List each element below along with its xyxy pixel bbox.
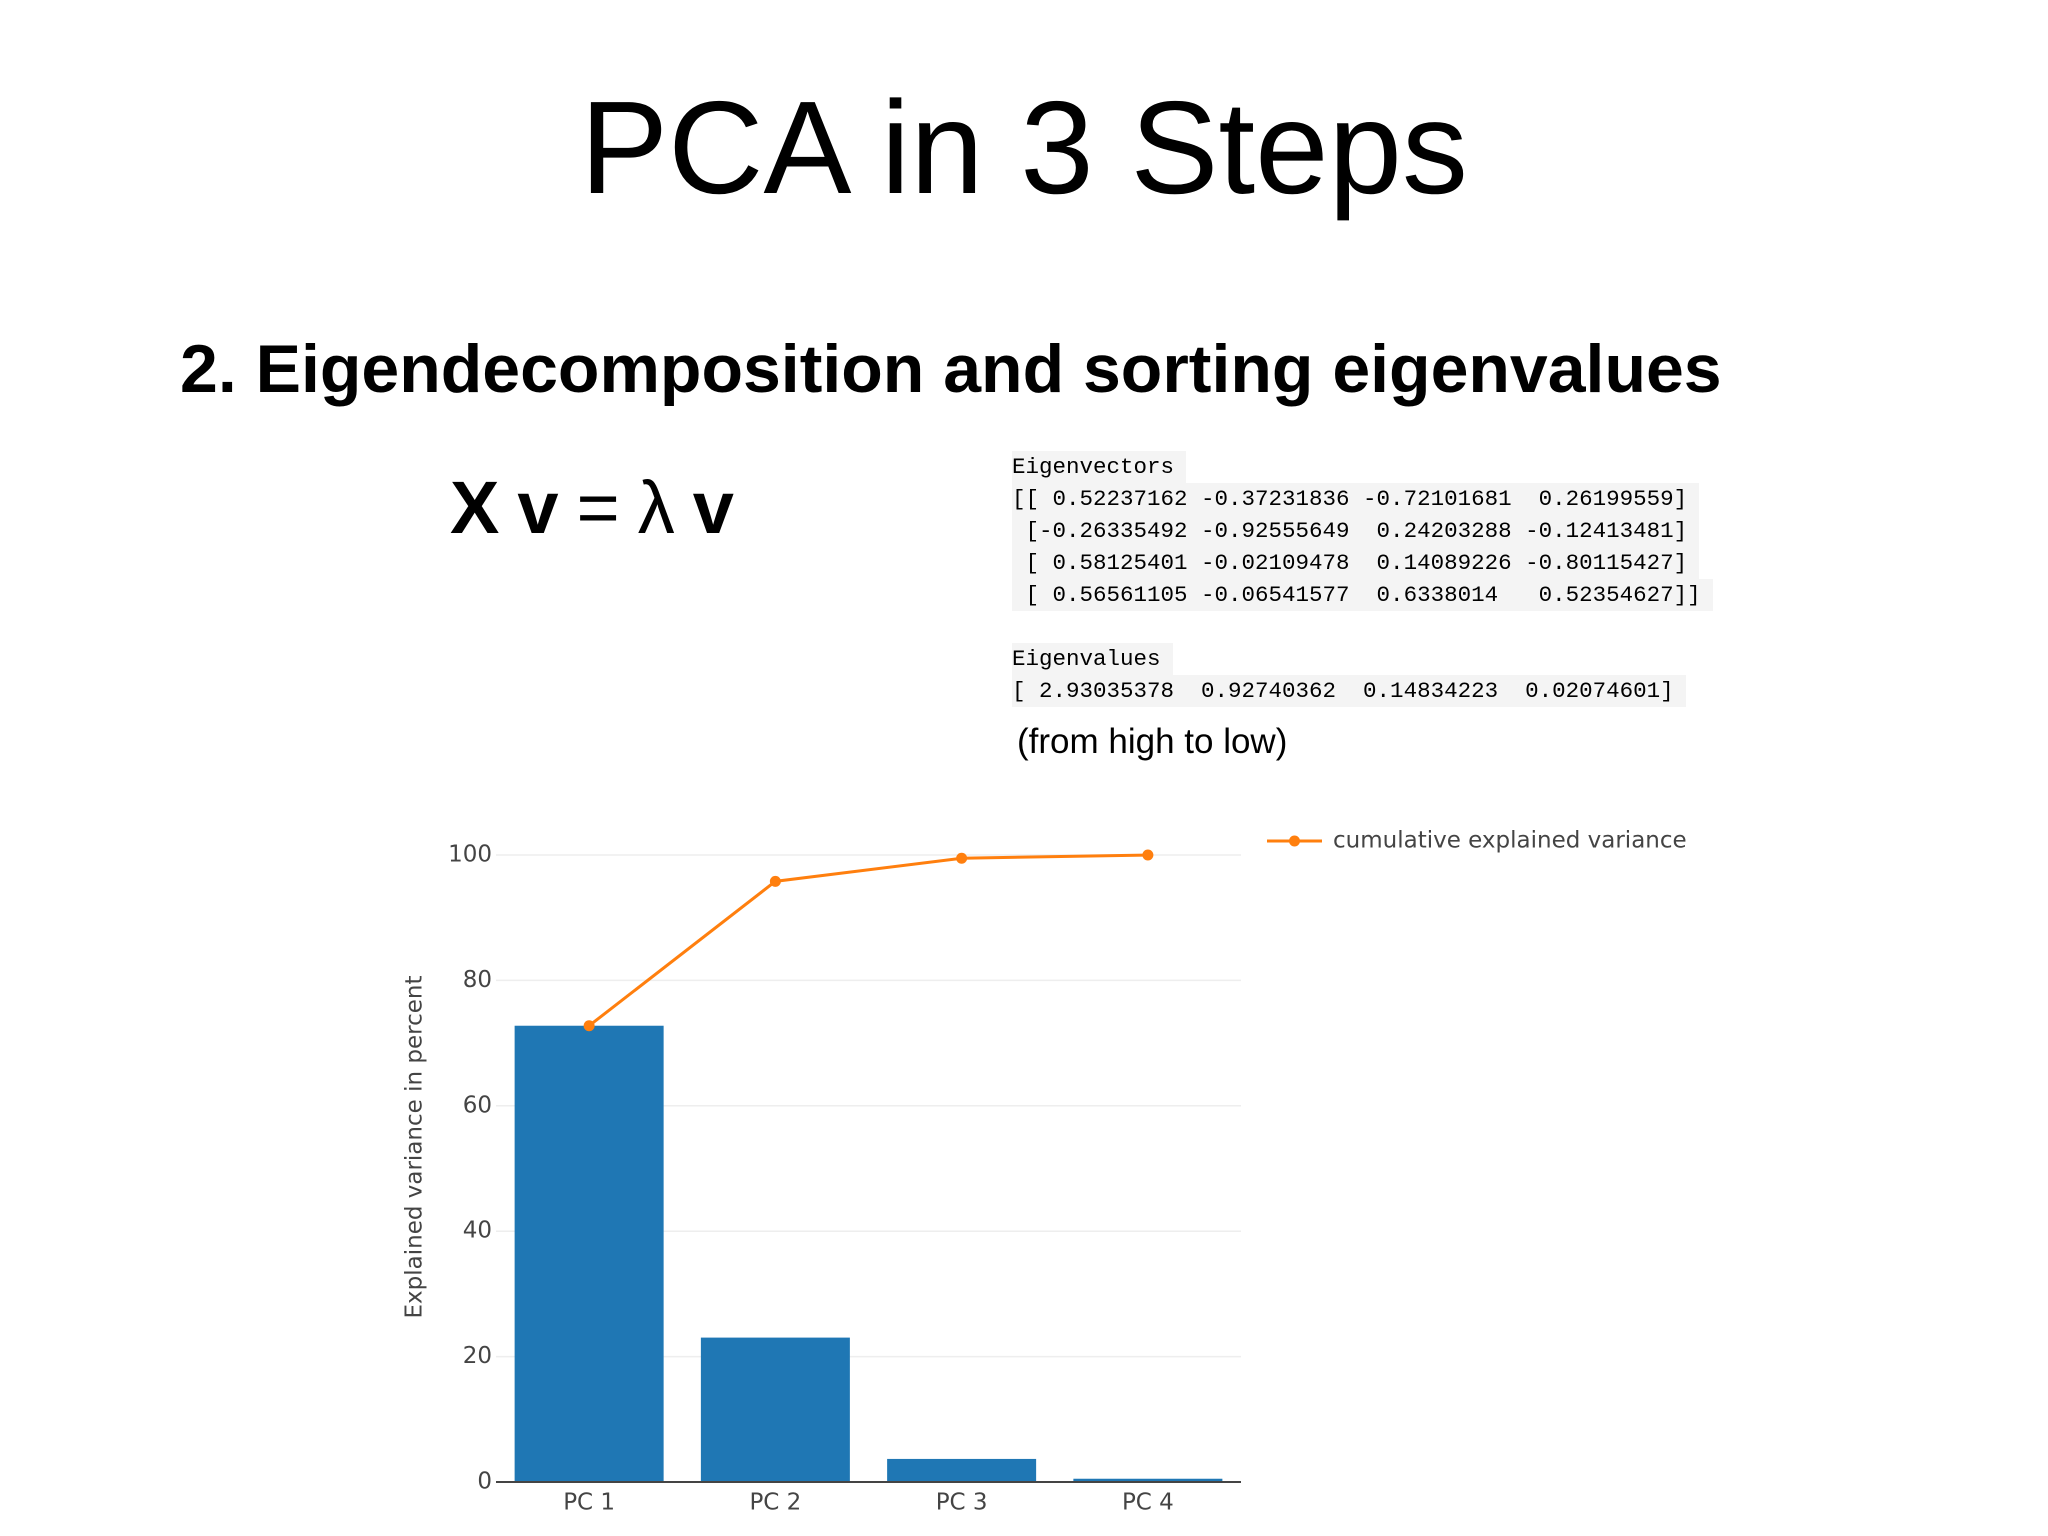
code-label: Eigenvectors: [1012, 451, 1187, 483]
x-tick-label: PC 2: [749, 1490, 801, 1516]
line-series: [588, 853, 1148, 1027]
y-tick-label: 80: [463, 967, 492, 993]
line-marker: [1142, 849, 1154, 861]
eigenvalues-block: Eigenvalues [ 2.93035378 0.92740362 0.14…: [1012, 643, 1686, 707]
code-label: Eigenvalues: [1012, 643, 1173, 675]
equation-part: λ: [637, 466, 675, 549]
equation-part: v: [692, 466, 734, 549]
y-axis-label: Explained variance in percent: [402, 976, 428, 1319]
legend-label: cumulative explained variance: [1333, 828, 1687, 854]
bar: [887, 1458, 1037, 1482]
code-line: [ 2.93035378 0.92740362 0.14834223 0.020…: [1012, 675, 1686, 707]
code-line: [ 0.58125401 -0.02109478 0.14089226 -0.8…: [1012, 547, 1700, 579]
code-line: [-0.26335492 -0.92555649 0.24203288 -0.1…: [1012, 515, 1700, 547]
bar: [514, 1025, 664, 1482]
y-tick-label: 60: [463, 1092, 492, 1118]
y-tick-label: 100: [448, 842, 492, 868]
y-tick-label: 0: [477, 1469, 492, 1495]
slide-title: PCA in 3 Steps: [580, 74, 1468, 221]
line-marker: [583, 1020, 595, 1032]
y-tick-label: 40: [463, 1218, 492, 1244]
bar: [1073, 1478, 1223, 1482]
heading: 2. Eigendecomposition and sorting eigenv…: [180, 331, 1722, 407]
bar: [700, 1337, 850, 1482]
legend-marker: [1289, 835, 1300, 847]
code-line: [ 0.56561105 -0.06541577 0.6338014 0.523…: [1012, 579, 1713, 611]
line-marker: [956, 852, 968, 864]
x-tick-label: PC 1: [563, 1490, 615, 1516]
note: (from high to low): [1017, 722, 1288, 761]
eigenvectors-block: Eigenvectors [[ 0.52237162 -0.37231836 -…: [1012, 451, 1713, 611]
equation-part: =: [576, 466, 620, 549]
x-tick-label: PC 3: [936, 1490, 988, 1516]
equation-part: X: [450, 466, 500, 549]
line-marker: [769, 875, 781, 887]
x-tick-label: PC 4: [1122, 1490, 1174, 1516]
equation-part: v: [517, 466, 559, 549]
code-line: [[ 0.52237162 -0.37231836 -0.72101681 0.…: [1012, 483, 1700, 515]
y-tick-label: 20: [463, 1343, 492, 1369]
